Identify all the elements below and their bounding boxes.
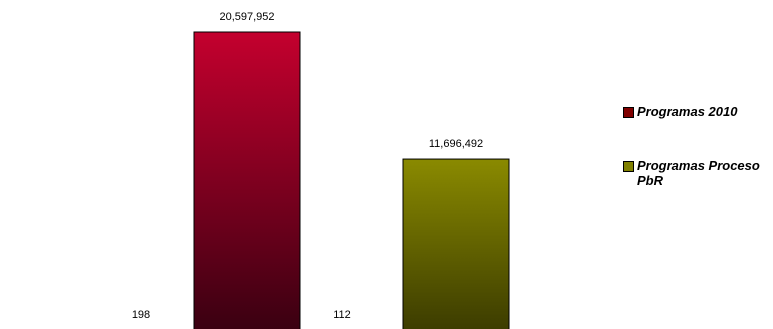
count-label-programas-proceso-pbr: 112 [333,309,351,321]
legend-swatch-programas-proceso-pbr [623,161,634,172]
legend-label-programas-2010: Programas 2010 [637,104,738,119]
legend-label-programas-proceso-pbr: Programas Proceso PbR [637,158,760,188]
legend-item-programas-proceso-pbr: Programas Proceso PbR [621,158,771,188]
bar-programas-proceso-pbr [402,158,510,329]
count-label-programas-2010: 198 [132,309,150,321]
bar-programas-proceso-pbr-value-label: 11,696,492 [429,138,483,150]
legend-item-programas-2010: Programas 2010 [621,104,771,119]
bar-programas-2010 [193,31,301,329]
legend-swatch-programas-2010 [623,107,634,118]
chart-legend: Programas 2010 Programas Proceso PbR [621,104,771,188]
bar-programas-2010-value-label: 20,597,952 [219,11,274,23]
